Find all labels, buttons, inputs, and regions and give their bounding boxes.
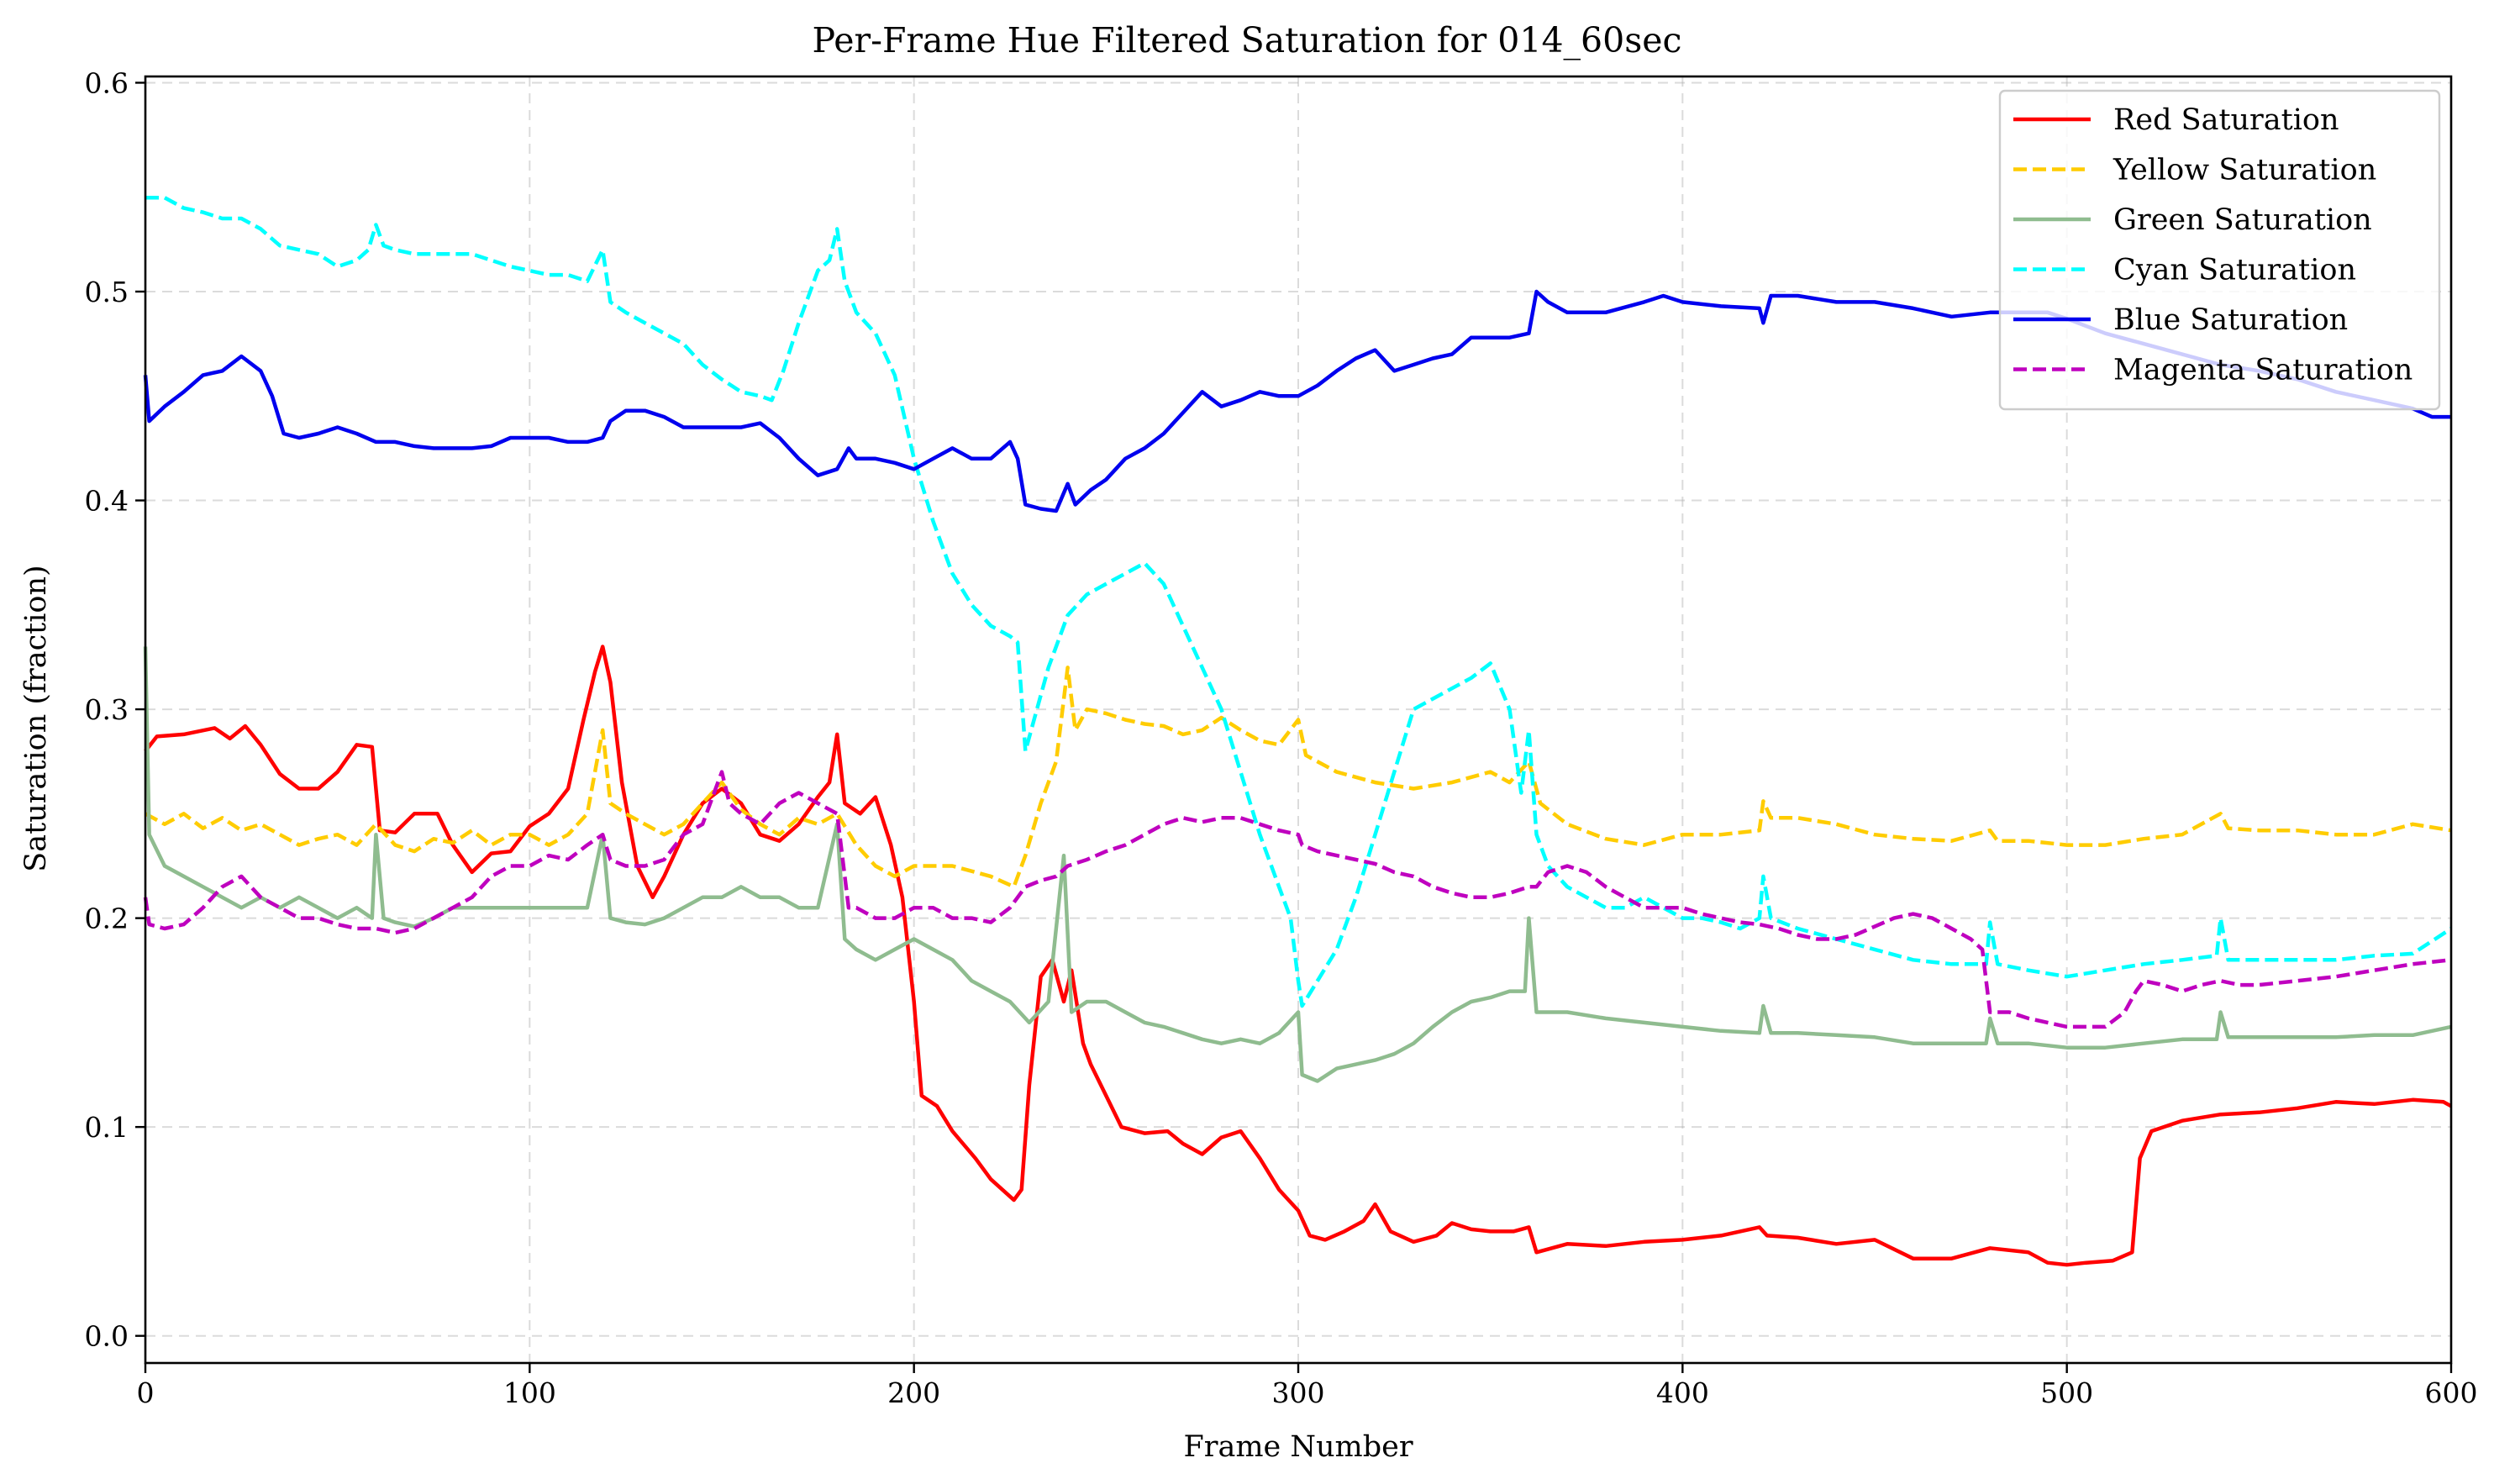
y-tick-label: 0.5 <box>85 276 129 308</box>
x-tick-label: 400 <box>1656 1376 1709 1409</box>
legend-box <box>1998 89 2441 411</box>
legend-items: Red Saturation Yellow Saturation Green Sat… <box>2013 103 2412 387</box>
y-axis-label: Saturation (fraction) <box>19 565 53 871</box>
legend-label: Blue Saturation <box>2113 303 2348 337</box>
legend-label: Red Saturation <box>2113 103 2339 137</box>
x-tick-label: 600 <box>2425 1376 2478 1409</box>
legend-label: Green Saturation <box>2113 203 2372 237</box>
legend: Red Saturation Yellow Saturation Green Sat… <box>1998 89 2441 411</box>
y-tick-label: 0.6 <box>85 66 129 99</box>
legend-label: Yellow Saturation <box>2113 154 2376 187</box>
legend-label: Magenta Saturation <box>2113 354 2412 387</box>
y-tick-label: 0.3 <box>85 693 129 726</box>
x-tick-label: 200 <box>887 1376 940 1409</box>
series-line-red-saturation <box>144 645 2453 1267</box>
y-tick-label: 0.1 <box>85 1111 129 1144</box>
x-tick-label: 300 <box>1272 1376 1325 1409</box>
x-tick-label: 500 <box>2040 1376 2093 1409</box>
y-tick-label: 0.2 <box>85 903 129 935</box>
y-tick-label: 0.0 <box>85 1320 129 1353</box>
series-layer <box>143 195 2453 1267</box>
y-tick-label: 0.4 <box>85 485 129 518</box>
chart-title: Per-Frame Hue Filtered Saturation for 01… <box>813 20 1682 61</box>
series-line-yellow-saturation <box>144 666 2452 889</box>
series-line-magenta-saturation <box>143 770 2452 1029</box>
x-tick-label: 0 <box>137 1376 155 1409</box>
legend-label: Cyan Saturation <box>2113 254 2356 287</box>
series-line-blue-saturation <box>143 289 2451 513</box>
x-axis-label: Frame Number <box>1183 1430 1413 1464</box>
ticks-layer: 0 100 200 300 400 500 600 0.0 0.1 0.2 0.3 0.4 0.5 0.6 <box>85 66 2478 1409</box>
x-tick-label: 100 <box>503 1376 556 1409</box>
